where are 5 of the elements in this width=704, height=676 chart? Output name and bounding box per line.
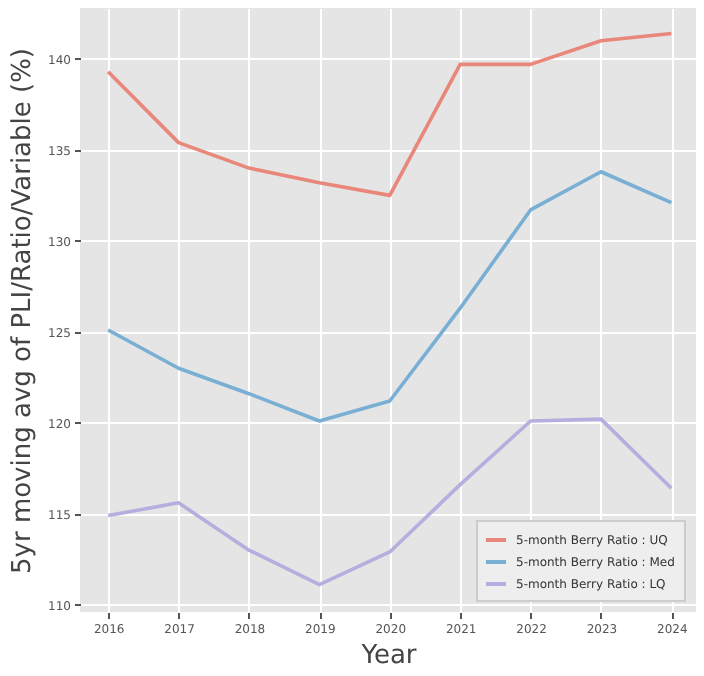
x-axis-title: Year bbox=[359, 641, 418, 671]
line-series bbox=[106, 31, 674, 198]
line-series bbox=[106, 169, 674, 423]
line-series bbox=[106, 417, 674, 587]
y-axis-title: 5yr moving avg of PLI/Ratio/Variable (%) bbox=[8, 47, 39, 575]
